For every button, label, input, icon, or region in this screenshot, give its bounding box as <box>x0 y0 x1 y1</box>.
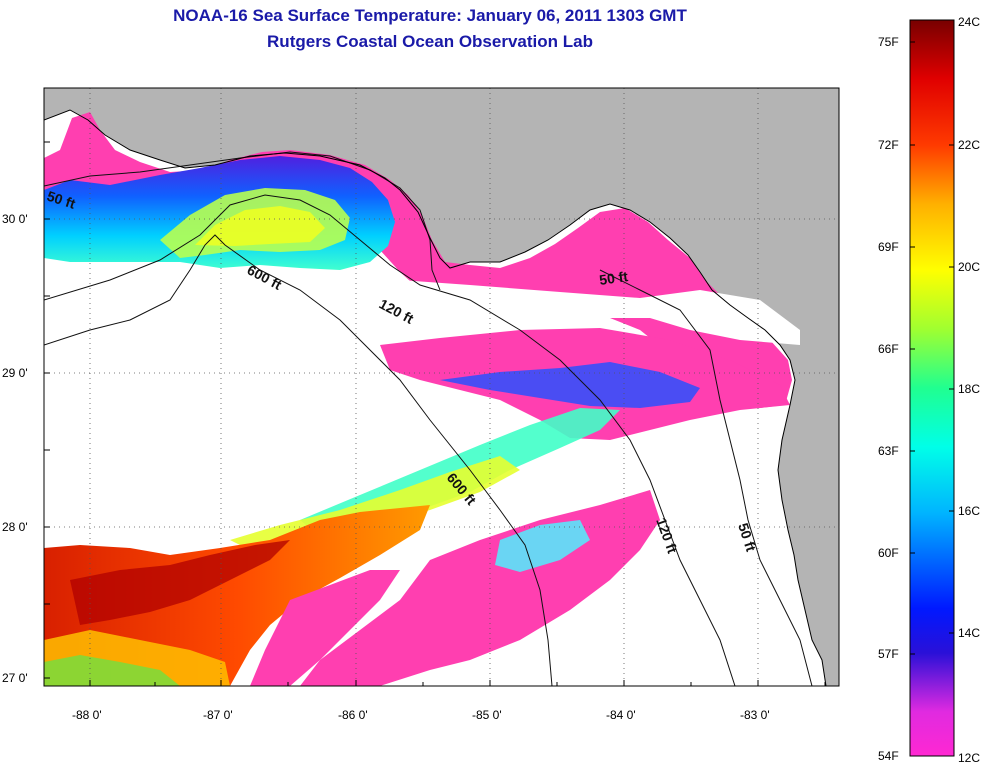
colorbar-f-label: 60F <box>878 546 899 560</box>
colorbar-f-label: 57F <box>878 647 899 661</box>
warm-fringe-green <box>44 655 180 686</box>
lat-label: 28 0' <box>2 520 28 534</box>
map-title: NOAA-16 Sea Surface Temperature: January… <box>173 6 687 25</box>
coastline <box>44 109 827 686</box>
lat-label: 29 0' <box>2 366 28 380</box>
lat-label: 30 0' <box>2 212 28 226</box>
colorbar-f-label: 66F <box>878 342 899 356</box>
colorbar-f-label: 54F <box>878 749 899 763</box>
warm-region-core <box>70 540 290 625</box>
colorbar-c-label: 24C <box>958 15 980 29</box>
map-panel <box>44 88 839 686</box>
depth-contours <box>44 151 813 686</box>
colorbar-c-label: 14C <box>958 626 980 640</box>
colorbar <box>909 19 955 757</box>
colorbar-c-label: 18C <box>958 382 980 396</box>
lat-label: 27 0' <box>2 671 28 685</box>
map-frame <box>43 87 840 687</box>
blue-streak-mid <box>440 362 700 408</box>
lon-label: -83 0' <box>740 708 770 722</box>
axis-ticks <box>44 141 826 686</box>
cold-patch-south <box>250 570 400 686</box>
land-area <box>44 88 839 686</box>
map-subtitle: Rutgers Coastal Ocean Observation Lab <box>267 32 593 51</box>
lon-label: -84 0' <box>606 708 636 722</box>
colorbar-f-label: 75F <box>878 35 899 49</box>
colorbar-c-label: 12C <box>958 751 980 765</box>
contour-label: 50 ft <box>598 268 629 288</box>
cloud-band-1 <box>44 262 800 345</box>
colorbar-f-label: 72F <box>878 138 899 152</box>
contour-50ft-west <box>44 151 441 291</box>
colorbar-f-label: 69F <box>878 240 899 254</box>
lon-label: -87 0' <box>203 708 233 722</box>
colorbar-c-label: 22C <box>958 138 980 152</box>
contour-120ft <box>44 194 736 686</box>
colorbar-ticks <box>910 41 954 655</box>
contour-50ft-east <box>599 269 813 686</box>
cyan-patch-south <box>495 520 590 572</box>
contour-600ft <box>44 234 553 686</box>
colorbar-c-label: 16C <box>958 504 980 518</box>
lon-label: -85 0' <box>472 708 502 722</box>
colorbar-f-label: 63F <box>878 444 899 458</box>
plume-yellow-core <box>195 206 325 246</box>
colorbar-c-label: 20C <box>958 260 980 274</box>
lon-label: -88 0' <box>72 708 102 722</box>
lon-label: -86 0' <box>338 708 368 722</box>
